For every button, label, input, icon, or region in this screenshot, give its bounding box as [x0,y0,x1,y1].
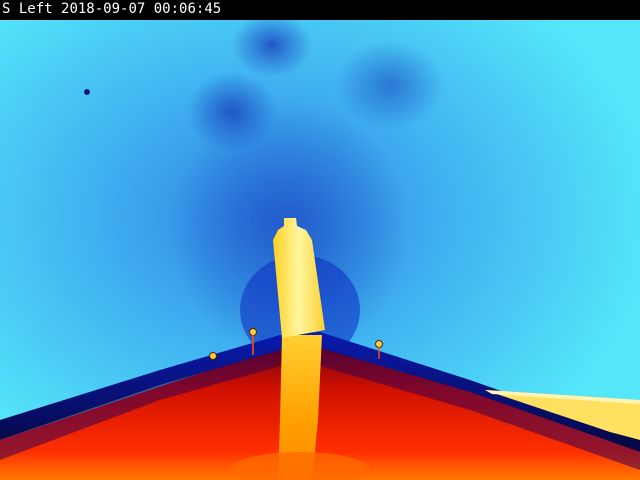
hot-dot-2 [209,352,217,360]
cold-edge-band [0,332,640,452]
cool-blob-right [335,40,445,130]
timestamp-overlay: S Left 2018-09-07 00:06:45 [0,0,640,20]
overlay-time: 00:06:45 [153,1,222,17]
hot-stream [278,335,322,480]
speck [84,89,90,95]
hot-bottle [273,218,325,338]
hot-strip-right-edge [485,390,640,404]
hot-dot-3 [375,340,383,348]
camera-label: S Left [2,1,53,17]
cold-edge-shadow [0,348,640,470]
hot-pool [230,452,370,480]
hot-post-3 [378,347,380,359]
overlay-date: 2018-09-07 [61,1,146,17]
hot-post-1 [252,335,254,355]
hot-floor [0,340,640,480]
hot-dot-1 [249,328,257,336]
cool-blob-top [232,13,312,77]
hot-strip-right [485,390,640,440]
